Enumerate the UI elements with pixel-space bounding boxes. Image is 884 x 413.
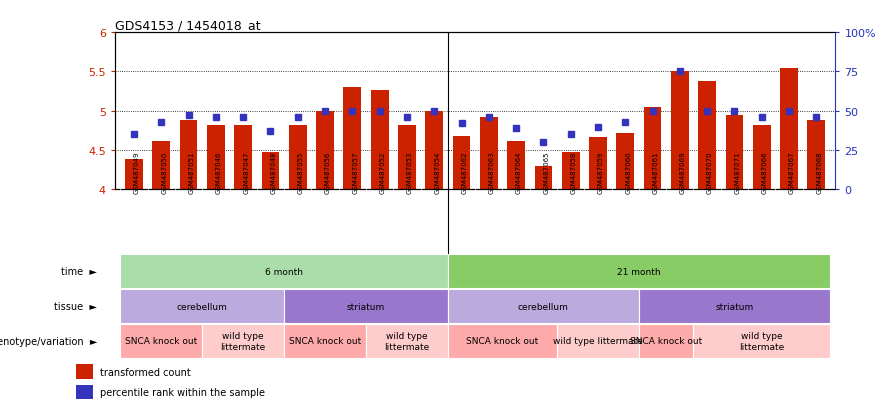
Bar [120,324,202,358]
Text: GSM487069: GSM487069 [680,151,686,193]
Bar [398,126,415,190]
Bar [370,90,388,190]
Text: GSM487053: GSM487053 [407,151,413,193]
Bar [562,153,580,190]
Bar [557,324,639,358]
Bar [284,324,366,358]
Bar [448,255,830,289]
Bar [289,126,307,190]
Bar [448,290,639,323]
Text: SNCA knock out: SNCA knock out [467,337,538,346]
Bar [753,126,771,190]
Text: cerebellum: cerebellum [177,302,228,311]
Text: GSM487058: GSM487058 [571,151,576,193]
Text: GSM487071: GSM487071 [735,151,741,193]
Text: cerebellum: cerebellum [518,302,568,311]
Text: GSM487068: GSM487068 [816,151,822,193]
Text: GSM487059: GSM487059 [598,151,604,193]
Bar [726,115,743,190]
Bar [207,126,225,190]
Bar [480,118,498,190]
Text: striatum: striatum [347,302,385,311]
Text: GSM487056: GSM487056 [325,151,331,193]
Bar [807,121,825,190]
Text: tissue  ►: tissue ► [54,301,97,311]
Bar [202,324,284,358]
Bar [453,137,470,190]
Bar [344,88,362,190]
Bar [616,133,634,190]
Text: SNCA knock out: SNCA knock out [126,337,197,346]
Text: GSM487048: GSM487048 [271,151,277,193]
Bar [448,324,557,358]
Text: GSM487052: GSM487052 [379,151,385,193]
Bar [639,324,693,358]
Text: transformed count: transformed count [100,367,191,377]
Text: striatum: striatum [715,302,753,311]
Bar [780,68,798,190]
Text: GSM487066: GSM487066 [762,151,767,193]
Text: GSM487064: GSM487064 [516,151,522,193]
Text: GSM487057: GSM487057 [353,151,358,193]
Text: GSM487063: GSM487063 [489,151,495,193]
Text: SNCA knock out: SNCA knock out [630,337,702,346]
Text: GDS4153 / 1454018_at: GDS4153 / 1454018_at [115,19,261,32]
Bar [234,126,252,190]
Bar [179,121,197,190]
Text: GSM487067: GSM487067 [789,151,795,193]
Text: wild type
littermate: wild type littermate [221,332,266,351]
Bar [284,290,448,323]
Text: GSM487062: GSM487062 [461,151,468,193]
Text: wild type littermate: wild type littermate [553,337,643,346]
Text: GSM487049: GSM487049 [134,151,140,193]
Text: GSM487050: GSM487050 [161,151,167,193]
Bar [76,364,93,379]
Text: time  ►: time ► [61,267,97,277]
Text: wild type
littermate: wild type littermate [385,332,430,351]
Bar [693,324,830,358]
Text: GSM487060: GSM487060 [625,151,631,193]
Bar [152,141,171,190]
Bar [589,138,606,190]
Bar [639,290,830,323]
Text: genotype/variation  ►: genotype/variation ► [0,336,97,346]
Text: GSM487061: GSM487061 [652,151,659,193]
Text: wild type
littermate: wild type littermate [739,332,784,351]
Text: 21 month: 21 month [617,267,660,276]
Text: GSM487054: GSM487054 [434,151,440,193]
Bar [126,159,143,190]
Text: SNCA knock out: SNCA knock out [289,337,362,346]
Bar [671,72,689,190]
Bar [507,141,525,190]
Bar [76,385,93,399]
Text: GSM487065: GSM487065 [544,151,549,193]
Text: GSM487047: GSM487047 [243,151,249,193]
Text: GSM487046: GSM487046 [216,151,222,193]
Text: GSM487070: GSM487070 [707,151,713,193]
Text: GSM487051: GSM487051 [188,151,194,193]
Bar [425,112,443,190]
Bar [644,108,661,190]
Text: GSM487055: GSM487055 [298,151,304,193]
Text: percentile rank within the sample: percentile rank within the sample [100,387,265,397]
Bar [698,82,716,190]
Bar [366,324,448,358]
Text: 6 month: 6 month [265,267,303,276]
Bar [120,255,448,289]
Bar [535,166,552,190]
Bar [316,112,334,190]
Bar [262,153,279,190]
Bar [120,290,284,323]
